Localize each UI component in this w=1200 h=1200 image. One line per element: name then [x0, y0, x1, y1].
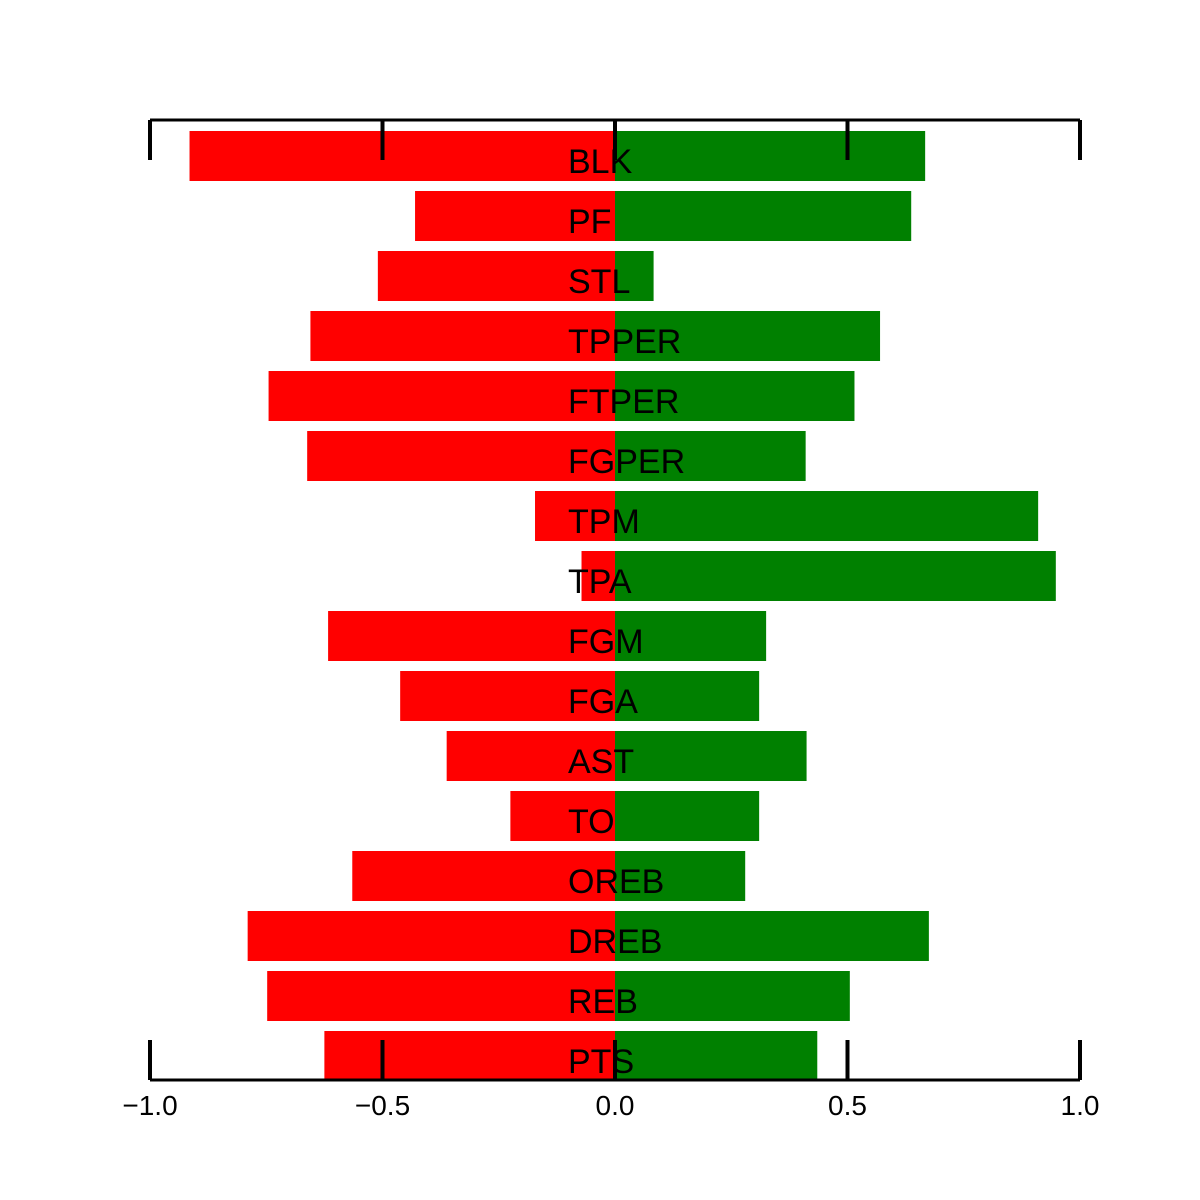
bar-negative-pf	[415, 191, 615, 241]
category-label-tpm: TPM	[568, 503, 640, 541]
bar-positive-pts	[615, 1031, 818, 1081]
bar-negative-stl	[377, 251, 615, 301]
bar-positive-fgper	[615, 431, 806, 481]
bar-negative-fgm	[328, 611, 615, 661]
x-tick-label-3: 0.5	[828, 1090, 867, 1121]
bar-negative-dreb	[247, 911, 615, 961]
x-tick-label-1: −0.5	[355, 1090, 410, 1121]
bars-layer	[189, 131, 1056, 1081]
bar-negative-reb	[267, 971, 615, 1021]
bar-negative-oreb	[352, 851, 615, 901]
bar-positive-dreb	[615, 911, 929, 961]
x-tick-label-2: 0.0	[596, 1090, 635, 1121]
bar-positive-pf	[615, 191, 912, 241]
bar-negative-ftper	[268, 371, 615, 421]
bar-negative-to	[510, 791, 615, 841]
bar-positive-blk	[615, 131, 926, 181]
category-label-ftper: FTPER	[568, 383, 679, 421]
bar-negative-pts	[324, 1031, 615, 1081]
bar-positive-ast	[615, 731, 807, 781]
axes: −1.0 −0.5 0.0 0.5 1.0	[122, 118, 1100, 1121]
category-label-fgper: FGPER	[568, 443, 685, 481]
category-label-fgm: FGM	[568, 623, 644, 661]
bar-positive-ftper	[615, 371, 855, 421]
category-label-to: TO	[568, 803, 615, 841]
category-label-pf: PF	[568, 203, 611, 241]
bar-positive-to	[615, 791, 760, 841]
bar-positive-tpper	[615, 311, 881, 361]
category-label-pts: PTS	[568, 1043, 634, 1081]
bar-positive-reb	[615, 971, 850, 1021]
x-tick-label-4: 1.0	[1061, 1090, 1100, 1121]
bar-negative-tpper	[310, 311, 615, 361]
bar-negative-tpa	[581, 551, 615, 601]
category-label-dreb: DREB	[568, 923, 662, 961]
bar-positive-tpa	[615, 551, 1056, 601]
category-label-reb: REB	[568, 983, 638, 1021]
bar-positive-tpm	[615, 491, 1039, 541]
category-label-stl: STL	[568, 263, 630, 301]
x-tick-label-0: −1.0	[122, 1090, 177, 1121]
category-label-blk: BLK	[568, 143, 633, 181]
category-label-oreb: OREB	[568, 863, 664, 901]
bar-negative-fgper	[307, 431, 615, 481]
bar-negative-tpm	[535, 491, 615, 541]
bar-positive-fgm	[615, 611, 767, 661]
category-label-fga: FGA	[568, 683, 638, 721]
category-label-tpa: TPA	[568, 563, 632, 601]
bar-negative-ast	[446, 731, 615, 781]
bar-positive-fga	[615, 671, 760, 721]
bar-negative-blk	[189, 131, 615, 181]
bar-negative-fga	[400, 671, 615, 721]
category-label-ast: AST	[568, 743, 634, 781]
bar-positive-stl	[615, 251, 654, 301]
category-label-tpper: TPPER	[568, 323, 681, 361]
bar-positive-oreb	[615, 851, 746, 901]
category-labels: BLK PF STL TPPER FTPER FGPER TPM TPA FGM FGA AST TO…	[568, 143, 685, 1081]
